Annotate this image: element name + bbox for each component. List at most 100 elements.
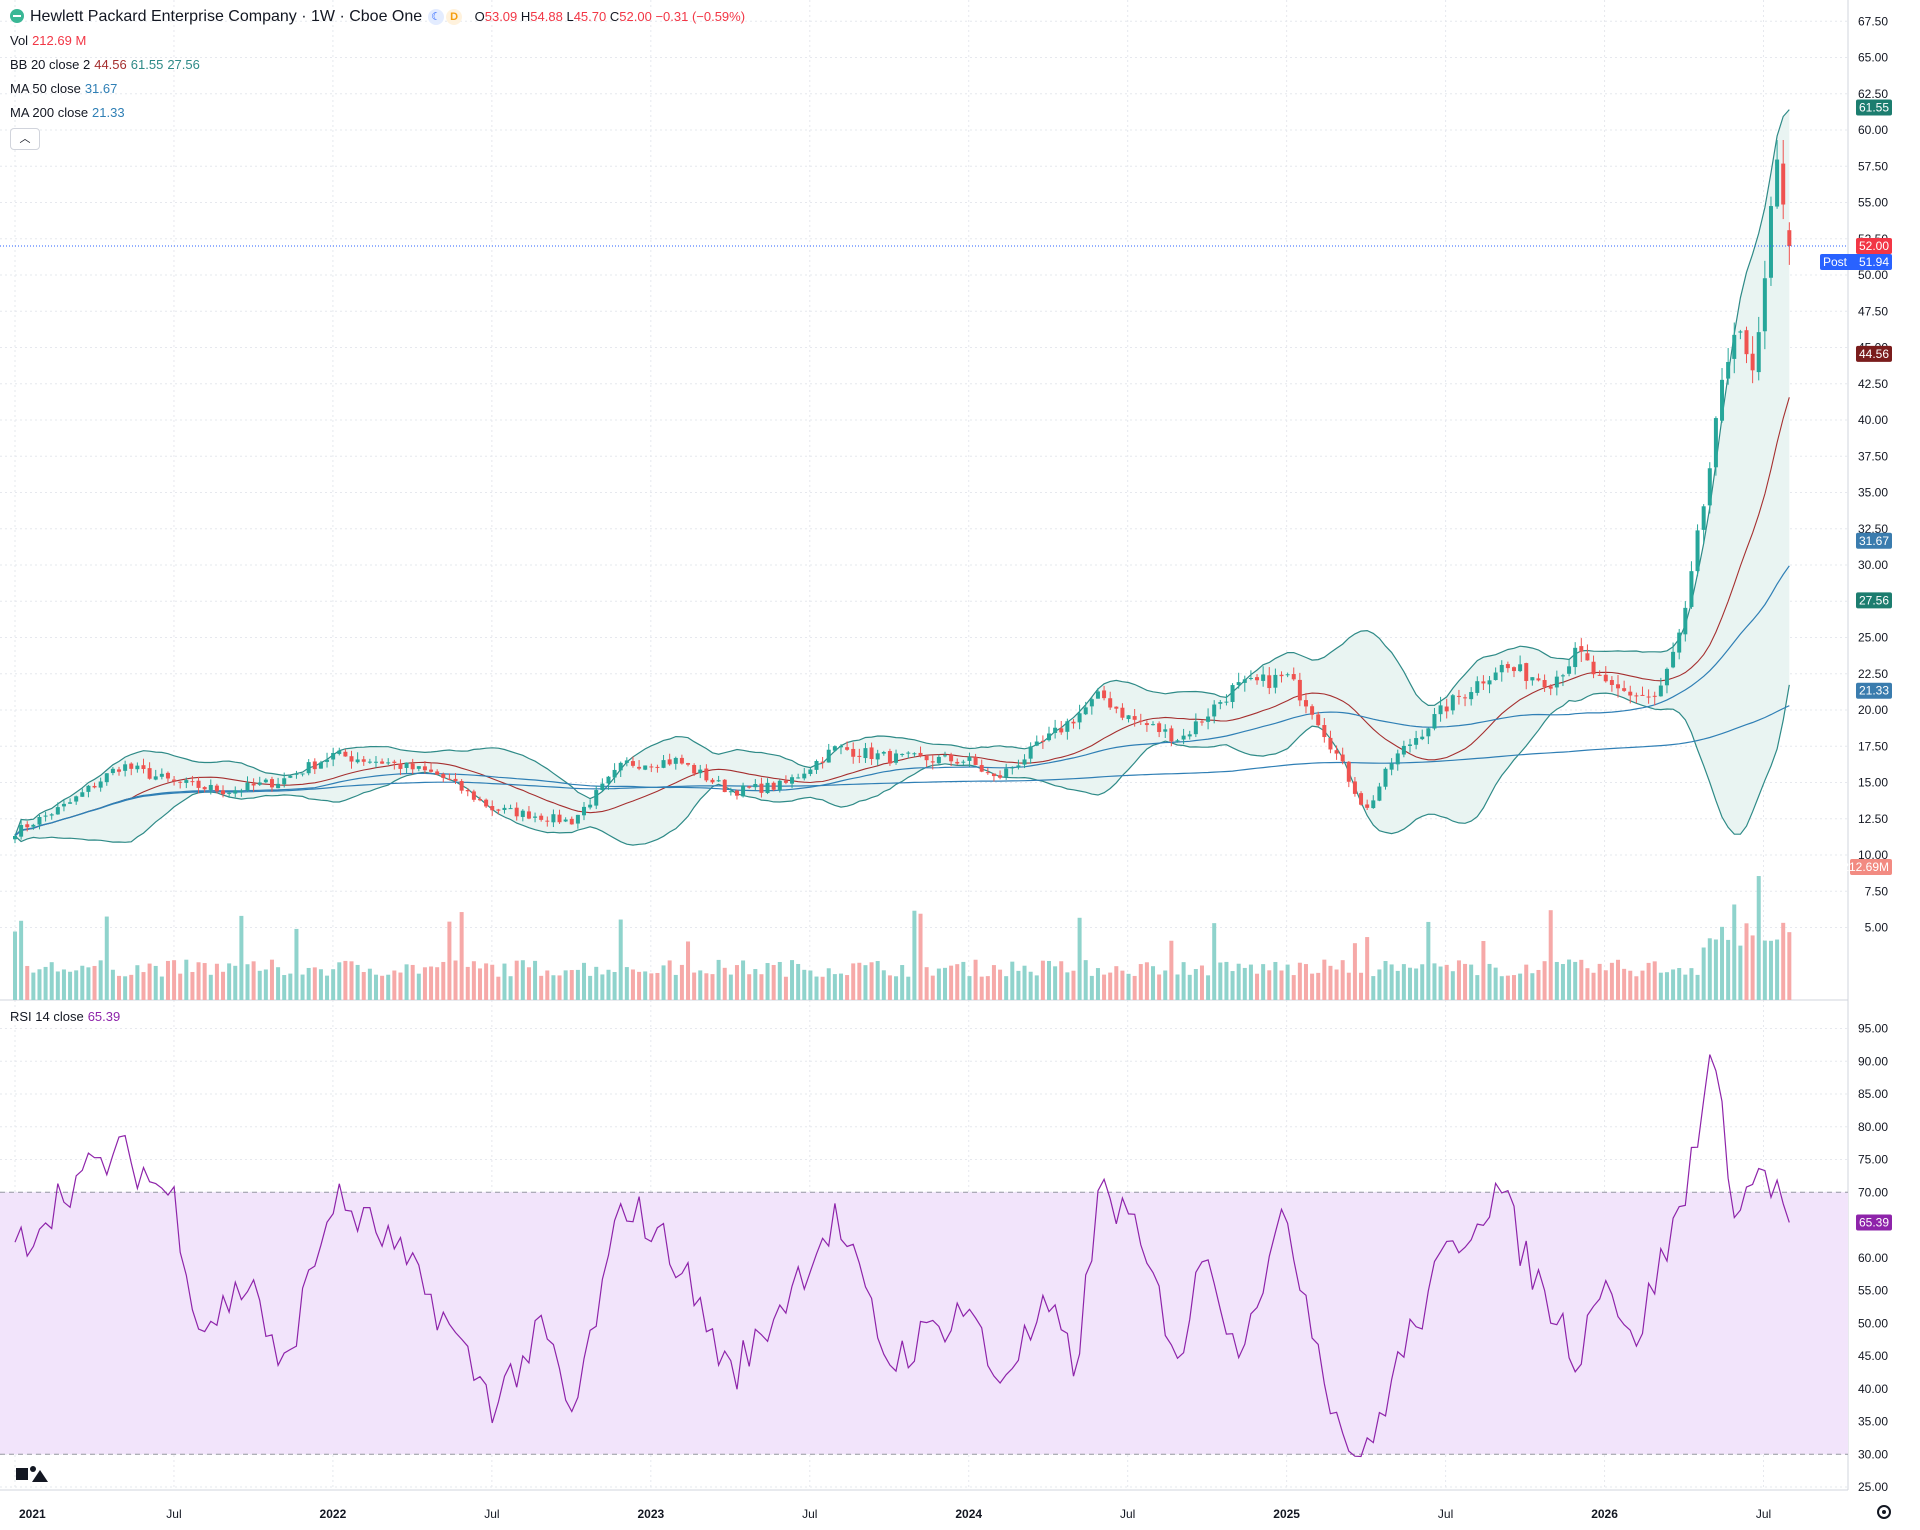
volume-bar [1414, 968, 1419, 1000]
volume-legend[interactable]: Vol 212.69 M [10, 33, 87, 48]
candle-body [1469, 692, 1474, 700]
volume-bar [245, 964, 250, 1000]
candle-body [276, 783, 281, 789]
volume-bar [520, 960, 525, 1000]
ohlc-values: O53.09 H54.88 L45.70 C52.00 −0.31 (−0.59… [474, 9, 746, 24]
volume-bar [318, 969, 323, 1000]
volume-bar [887, 975, 892, 1000]
volume-bar [894, 976, 899, 1000]
volume-bar [123, 976, 128, 1000]
candle-body [1720, 379, 1725, 421]
time-tick-label: Jul [1756, 1507, 1771, 1521]
candle-body [490, 805, 495, 811]
rsi-tick-label: 40.00 [1858, 1382, 1888, 1396]
collapse-legend-button[interactable]: ︿ [10, 128, 40, 150]
volume-bar [1762, 940, 1767, 1000]
candle-body [1781, 163, 1786, 205]
candle-body [1646, 696, 1651, 698]
rsi-tick-label: 90.00 [1858, 1054, 1888, 1068]
symbol-title[interactable]: Hewlett Packard Enterprise Company · 1W … [30, 8, 423, 25]
candle-body [649, 766, 654, 768]
ma200-legend[interactable]: MA 200 close 21.33 [10, 105, 125, 120]
candle-body [1554, 676, 1559, 688]
candle-body [1255, 677, 1260, 681]
candle-body [845, 747, 850, 750]
candle-body [582, 806, 587, 816]
candle-body [337, 750, 342, 754]
candle-body [1762, 278, 1767, 332]
ma50-legend[interactable]: MA 50 close 31.67 [10, 81, 118, 96]
candle-body [692, 764, 697, 774]
rsi-legend[interactable]: RSI 14 close 65.39 [10, 1009, 121, 1024]
candle-body [820, 761, 825, 763]
dividend-badge[interactable]: D [446, 9, 463, 25]
moon-icon[interactable]: ☾ [428, 9, 445, 25]
volume-bar [31, 972, 36, 1000]
volume-bar [1542, 961, 1547, 1000]
volume-bar [1671, 969, 1676, 1000]
volume-bar [1518, 973, 1523, 1000]
candle-body [1609, 680, 1614, 685]
volume-bar [1291, 975, 1296, 1000]
candle-body [1524, 663, 1529, 681]
ma50-tag: 31.67 [1859, 534, 1889, 548]
volume-bar [1493, 967, 1498, 1000]
volume-bar [600, 974, 605, 1000]
candle-body [325, 759, 330, 762]
volume-bar [1346, 972, 1351, 1000]
volume-bar [49, 962, 54, 1000]
volume-bar [1144, 962, 1149, 1000]
candle-body [1126, 715, 1131, 720]
candle-body [1083, 707, 1088, 715]
price-tick-label: 47.50 [1858, 304, 1888, 318]
candle-body [1230, 685, 1235, 702]
volume-bar [410, 964, 415, 1000]
candle-body [1775, 159, 1780, 207]
candle-body [447, 778, 452, 780]
candle-body [563, 819, 568, 822]
candle-body [1053, 727, 1058, 733]
volume-bar [1664, 972, 1669, 1000]
rsi-tick-label: 35.00 [1858, 1415, 1888, 1429]
volume-bar [355, 964, 360, 1000]
ma50-line [14, 565, 1790, 837]
tradingview-logo-icon[interactable] [16, 1462, 52, 1490]
candle-body [1242, 679, 1247, 683]
volume-bar [753, 969, 758, 1000]
bb-legend[interactable]: BB 20 close 2 44.56 61.55 27.56 [10, 57, 200, 72]
candle-body [1193, 721, 1198, 735]
candle-body [1518, 664, 1523, 672]
candle-body [1352, 781, 1357, 794]
candle-body [1475, 681, 1480, 693]
volume-bar [276, 967, 281, 1000]
candle-body [1444, 706, 1449, 712]
volume-bar [306, 967, 311, 1000]
volume-bar [569, 970, 574, 1000]
volume-bar [508, 976, 513, 1000]
symbol-legend[interactable]: Hewlett Packard Enterprise Company · 1W … [10, 6, 745, 28]
volume-bar [1579, 959, 1584, 1000]
volume-bar [1053, 966, 1058, 1000]
candle-body [80, 792, 85, 797]
candle-body [1138, 720, 1143, 722]
candle-body [1206, 716, 1211, 722]
candle-body [930, 761, 935, 763]
volume-bar [1432, 963, 1437, 1000]
volume-bar [1603, 970, 1608, 1000]
candle-body [998, 775, 1003, 778]
volume-bar [722, 967, 727, 1000]
volume-bar [1616, 959, 1621, 1000]
volume-bar [263, 969, 268, 1000]
volume-bar [429, 966, 434, 1000]
candle-body [1689, 571, 1694, 607]
settings-icon[interactable] [1877, 1505, 1891, 1519]
volume-bar [373, 974, 378, 1000]
bb-basis-tag-bg [1856, 345, 1892, 362]
volume-bar [416, 973, 421, 1000]
volume-bar [759, 974, 764, 1000]
volume-bar [1255, 973, 1260, 1000]
candle-body [435, 771, 440, 775]
volume-bar [1126, 973, 1131, 1000]
volume-bar [43, 966, 48, 1000]
